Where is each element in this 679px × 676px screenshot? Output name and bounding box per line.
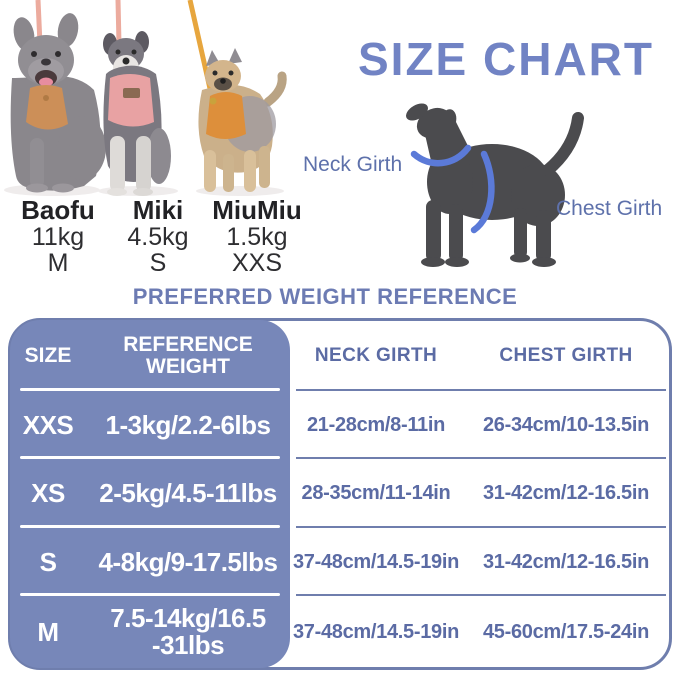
table-grid: SIZE REFERENCE WEIGHT NECK GIRTH CHEST G…: [10, 320, 670, 668]
table-header-row: SIZE REFERENCE WEIGHT NECK GIRTH CHEST G…: [10, 320, 670, 391]
cell-chest: 31-42cm/12-16.5in: [482, 482, 650, 504]
cell-chest: 31-42cm/12-16.5in: [482, 550, 650, 573]
cell-size: XS: [31, 478, 65, 508]
dog-name: Miki: [132, 195, 184, 225]
row-divider: [296, 457, 666, 459]
example-dog-labels: Baofu 11kg M Miki 4.5kg S MiuMiu 1.5kg X…: [6, 196, 308, 276]
chest-girth-band: [470, 150, 495, 234]
harness-baofu: [26, 85, 68, 130]
dog-size: XXS: [231, 249, 283, 277]
table-row-xxs: XXS 1-3kg/2.2-6lbs 21-28cm/8-11in 26-34c…: [10, 391, 670, 459]
dog-size: M: [47, 249, 69, 277]
dog-size: S: [149, 249, 167, 277]
row-divider: [296, 389, 666, 391]
harness-miumiu: [206, 92, 246, 139]
three-dogs-illustration: [4, 0, 287, 196]
dog-baofu-illustration: [10, 13, 106, 193]
row-divider: [20, 456, 280, 459]
cell-weight: 1-3kg/2.2-6lbs: [105, 409, 271, 440]
cell-size: XXS: [22, 409, 74, 440]
cell-neck: 37-48cm/14.5-19in: [292, 620, 460, 643]
size-chart-title: SIZE CHART: [358, 33, 654, 85]
cell-neck: 21-28cm/8-11in: [306, 413, 446, 436]
cell-size: M: [37, 616, 59, 647]
dog-weight: 4.5kg: [127, 223, 189, 251]
cell-weight: 2-5kg/4.5-11lbs: [99, 478, 277, 508]
size-table: SIZE REFERENCE WEIGHT NECK GIRTH CHEST G…: [8, 318, 672, 670]
dog-label-baofu: Baofu 11kg M: [6, 196, 110, 276]
cell-neck: 28-35cm/11-14in: [301, 482, 451, 504]
header-reference-weight: REFERENCE WEIGHT: [86, 332, 290, 378]
dog-miki-illustration: [103, 31, 171, 196]
dog-silhouette-diagram: [406, 103, 584, 267]
header-size: SIZE: [24, 343, 72, 367]
dog-label-miumiu: MiuMiu 1.5kg XXS: [206, 196, 308, 276]
cell-neck: 37-48cm/14.5-19in: [292, 550, 460, 573]
cell-size: S: [39, 546, 57, 577]
dog-weight: 1.5kg: [226, 223, 288, 251]
row-divider: [20, 388, 280, 391]
weight-reference-heading: PREFERRED WEIGHT REFERENCE: [132, 284, 518, 309]
row-divider: [296, 526, 666, 528]
cell-chest: 26-34cm/10-13.5in: [482, 413, 650, 436]
dog-miumiu-illustration: [198, 48, 287, 192]
product-photo: [0, 0, 322, 198]
row-divider: [296, 594, 666, 596]
table-row-s: S 4-8kg/9-17.5lbs 37-48cm/14.5-19in 31-4…: [10, 528, 670, 596]
table-row-xs: XS 2-5kg/4.5-11lbs 28-35cm/11-14in 31-42…: [10, 459, 670, 528]
measuring-diagram: [396, 100, 602, 277]
header-chest-girth: CHEST GIRTH: [499, 344, 633, 366]
dog-name: Baofu: [21, 195, 95, 225]
cell-weight: 4-8kg/9-17.5lbs: [98, 546, 278, 577]
harness-miki: [108, 74, 154, 127]
table-left-panel: [10, 320, 290, 668]
dog-silhouette: [406, 103, 584, 267]
leash-line-miumiu: [187, 0, 216, 103]
row-divider: [20, 593, 280, 596]
dog-name: MiuMiu: [212, 195, 302, 225]
chest-girth-label: Chest Girth: [556, 197, 663, 220]
shadow: [196, 186, 284, 196]
header-neck-girth: NECK GIRTH: [314, 344, 438, 366]
header-weight: WEIGHT: [146, 354, 230, 378]
header-reference: REFERENCE: [123, 332, 253, 356]
neck-girth-label: Neck Girth: [303, 153, 403, 176]
cell-chest: 45-60cm/17.5-24in: [482, 620, 650, 643]
cell-weight: 7.5-14kg/16.5 -31lbs: [110, 603, 266, 660]
row-divider: [20, 525, 280, 528]
dog-weight: 11kg: [31, 223, 85, 251]
dog-label-miki: Miki 4.5kg S: [110, 196, 206, 276]
neck-girth-band: [410, 144, 472, 167]
table-row-m: M 7.5-14kg/16.5 -31lbs 37-48cm/14.5-19in…: [10, 596, 670, 668]
